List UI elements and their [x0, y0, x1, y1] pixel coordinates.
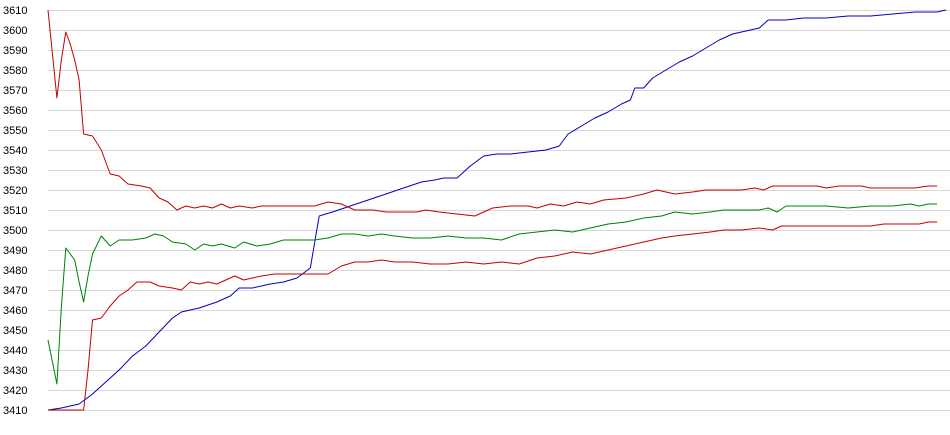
- series-line-3: [47, 203, 938, 385]
- y-tick-label: 3480: [3, 265, 27, 277]
- series-line-1: [47, 9, 947, 411]
- y-tick-label: 3490: [3, 245, 27, 257]
- y-tick-label: 3570: [3, 85, 27, 97]
- y-tick-label: 3450: [3, 325, 27, 337]
- y-tick-label: 3590: [3, 45, 27, 57]
- series-line-2: [47, 9, 938, 217]
- y-tick-label: 3470: [3, 285, 27, 297]
- gridlines: [48, 10, 950, 411]
- y-axis-ticks: 3410 3420 3430 3440 3450 3460 3470 3480 3490 3500…: [3, 5, 27, 417]
- series-line-4: [48, 221, 938, 411]
- y-tick-label: 3560: [3, 105, 27, 117]
- y-tick-label: 3520: [3, 185, 27, 197]
- y-tick-label: 3610: [3, 5, 27, 17]
- y-tick-label: 3580: [3, 65, 27, 77]
- y-tick-label: 3540: [3, 145, 27, 157]
- y-tick-label: 3530: [3, 165, 27, 177]
- y-tick-label: 3430: [3, 365, 27, 377]
- y-tick-label: 3460: [3, 305, 27, 317]
- y-tick-label: 3600: [3, 25, 27, 37]
- y-tick-label: 3510: [3, 205, 27, 217]
- y-tick-label: 3550: [3, 125, 27, 137]
- y-tick-label: 3500: [3, 225, 27, 237]
- y-tick-label: 3420: [3, 385, 27, 397]
- y-tick-label: 3440: [3, 345, 27, 357]
- y-tick-label: 3410: [3, 405, 27, 417]
- series-lines: [47, 9, 947, 411]
